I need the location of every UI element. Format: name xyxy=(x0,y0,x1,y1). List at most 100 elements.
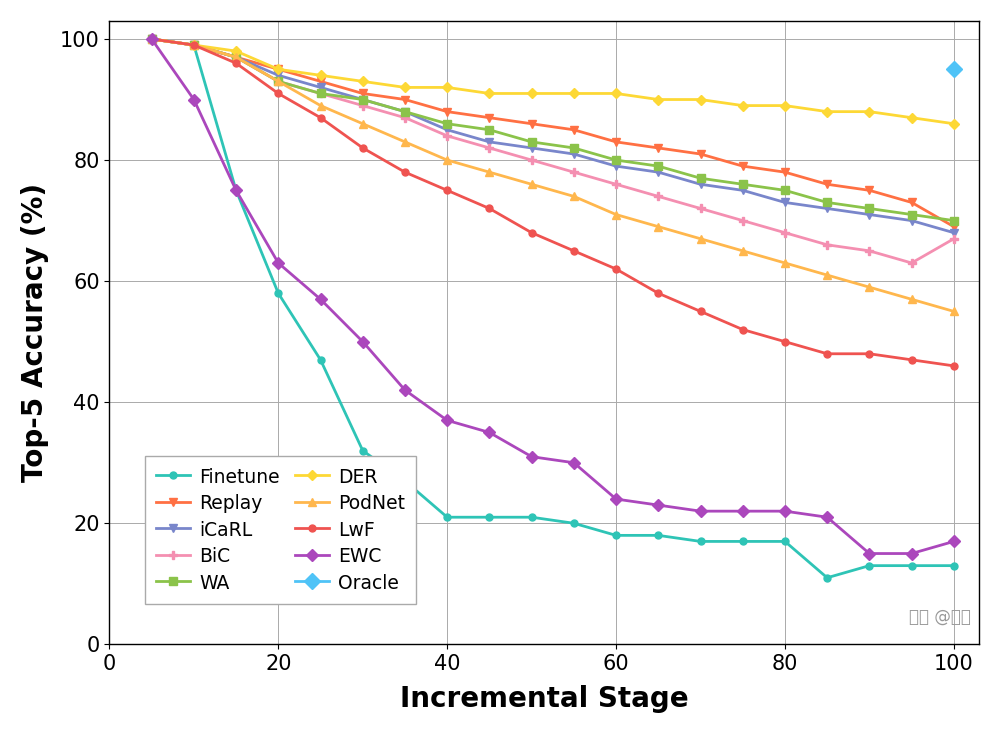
iCaRL xyxy=(568,150,580,159)
Replay xyxy=(906,198,918,207)
Finetune xyxy=(399,476,411,485)
Finetune xyxy=(230,186,242,195)
LwF xyxy=(272,89,284,98)
EWC xyxy=(272,258,284,267)
EWC xyxy=(526,452,538,461)
DER xyxy=(737,101,749,110)
LwF xyxy=(863,349,875,358)
iCaRL xyxy=(399,107,411,116)
iCaRL xyxy=(230,53,242,62)
LwF xyxy=(357,144,369,153)
Replay xyxy=(483,113,495,122)
X-axis label: Incremental Stage: Incremental Stage xyxy=(400,685,689,713)
PodNet xyxy=(441,156,453,164)
Line: BiC: BiC xyxy=(147,34,958,267)
BiC xyxy=(863,247,875,255)
Finetune xyxy=(737,537,749,546)
iCaRL xyxy=(610,161,622,170)
EWC xyxy=(188,95,200,104)
PodNet xyxy=(948,307,960,316)
Line: DER: DER xyxy=(148,35,957,127)
iCaRL xyxy=(652,168,664,177)
PodNet xyxy=(526,180,538,189)
DER xyxy=(526,89,538,98)
WA xyxy=(483,126,495,134)
BiC xyxy=(315,89,327,98)
Replay xyxy=(315,77,327,86)
DER xyxy=(483,89,495,98)
LwF xyxy=(737,325,749,334)
EWC xyxy=(737,506,749,515)
Finetune xyxy=(906,562,918,570)
BiC xyxy=(779,228,791,237)
LwF xyxy=(399,168,411,177)
Y-axis label: Top-5 Accuracy (%): Top-5 Accuracy (%) xyxy=(21,183,49,482)
PodNet xyxy=(188,40,200,49)
WA xyxy=(948,217,960,225)
LwF xyxy=(146,34,158,43)
LwF xyxy=(315,113,327,122)
iCaRL xyxy=(948,228,960,237)
Replay xyxy=(779,168,791,177)
EWC xyxy=(906,549,918,558)
iCaRL xyxy=(779,198,791,207)
Replay xyxy=(357,89,369,98)
LwF xyxy=(526,228,538,237)
PodNet xyxy=(357,120,369,128)
Replay xyxy=(272,65,284,73)
EWC xyxy=(948,537,960,546)
iCaRL xyxy=(821,204,833,213)
PodNet xyxy=(230,53,242,62)
EWC xyxy=(146,34,158,43)
EWC xyxy=(610,495,622,504)
BiC xyxy=(357,101,369,110)
DER xyxy=(610,89,622,98)
LwF xyxy=(483,204,495,213)
Finetune xyxy=(188,40,200,49)
PodNet xyxy=(652,222,664,231)
Finetune xyxy=(146,34,158,43)
LwF xyxy=(906,355,918,364)
Line: WA: WA xyxy=(147,34,958,225)
Finetune xyxy=(315,355,327,364)
EWC xyxy=(441,416,453,425)
WA xyxy=(737,180,749,189)
PodNet xyxy=(906,295,918,304)
Replay xyxy=(610,137,622,146)
Replay xyxy=(652,144,664,153)
WA xyxy=(230,53,242,62)
iCaRL xyxy=(695,180,707,189)
Finetune xyxy=(863,562,875,570)
iCaRL xyxy=(483,137,495,146)
Line: Finetune: Finetune xyxy=(148,35,957,581)
LwF xyxy=(779,337,791,346)
BiC xyxy=(399,113,411,122)
Replay xyxy=(399,95,411,104)
WA xyxy=(779,186,791,195)
Line: Replay: Replay xyxy=(147,34,958,230)
BiC xyxy=(821,241,833,250)
PodNet xyxy=(399,137,411,146)
BiC xyxy=(610,180,622,189)
DER xyxy=(863,107,875,116)
EWC xyxy=(652,501,664,509)
BiC xyxy=(272,77,284,86)
WA xyxy=(652,161,664,170)
PodNet xyxy=(695,234,707,243)
PodNet xyxy=(315,101,327,110)
WA xyxy=(272,77,284,86)
PodNet xyxy=(779,258,791,267)
LwF xyxy=(441,186,453,195)
Finetune xyxy=(526,513,538,522)
DER xyxy=(821,107,833,116)
Replay xyxy=(695,150,707,159)
Replay xyxy=(188,40,200,49)
Replay xyxy=(230,53,242,62)
EWC xyxy=(863,549,875,558)
WA xyxy=(399,107,411,116)
WA xyxy=(610,156,622,164)
WA xyxy=(315,89,327,98)
EWC xyxy=(399,385,411,394)
WA xyxy=(188,40,200,49)
Finetune xyxy=(695,537,707,546)
